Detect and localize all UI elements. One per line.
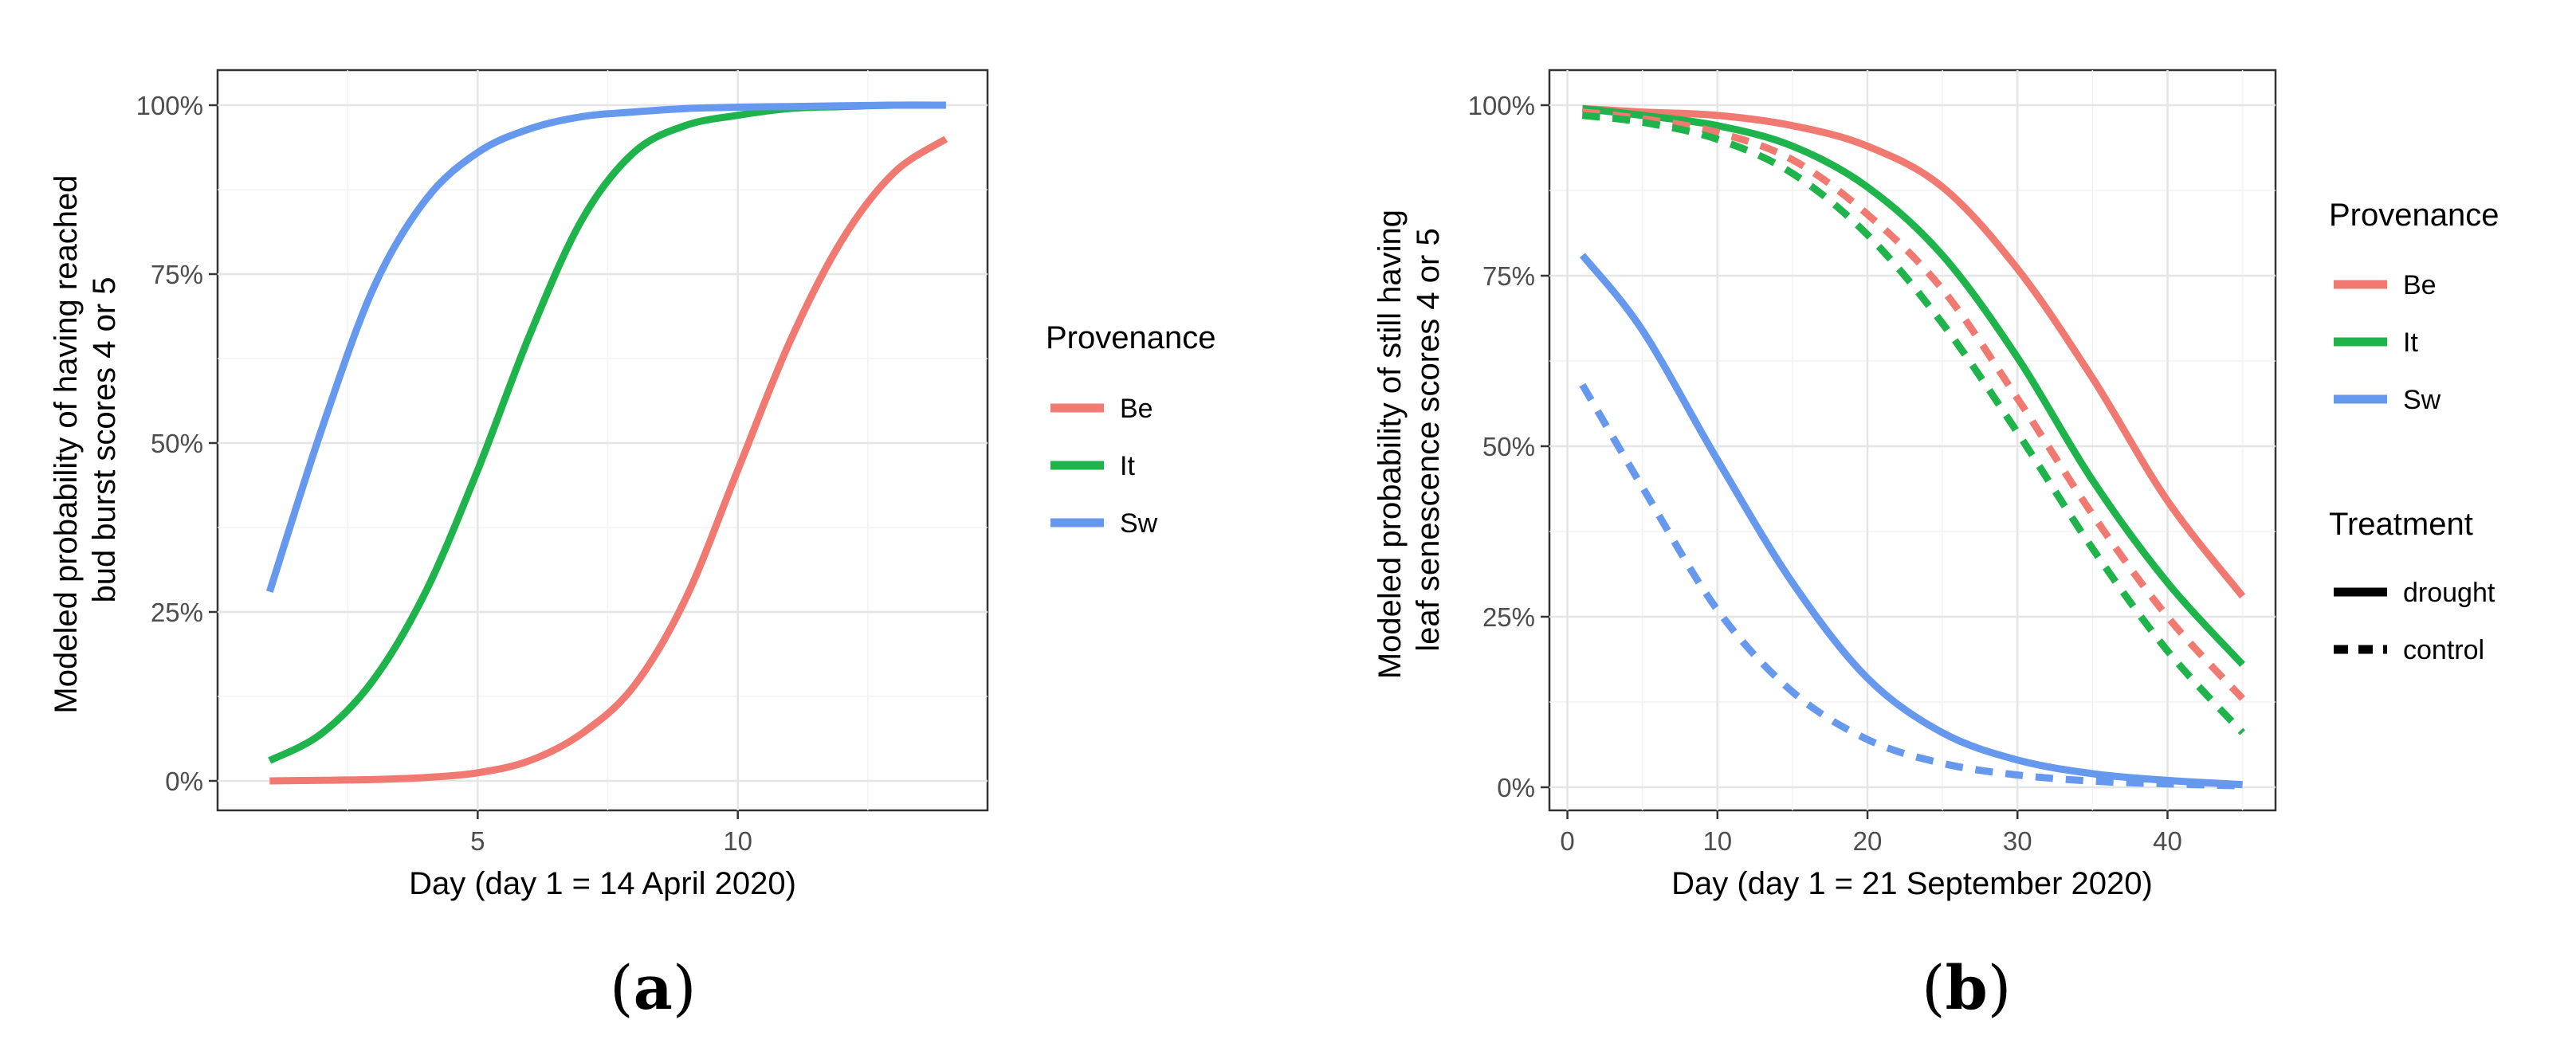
panel-a-y-tick-label: 50%: [151, 429, 203, 458]
panel-b-y-axis-title: Modeled probability of still having leaf…: [1372, 201, 1446, 679]
panel-b: 0 10 20 30 40 0% 25% 50% 75% 100% Day (day 1 = 21…: [1372, 70, 2499, 901]
panel-a-legend-label-sw: Sw: [1120, 508, 1158, 539]
panel-a-label-open: (: [610, 952, 634, 1023]
panel-a-x-tick-label: 5: [470, 826, 485, 856]
panel-b-legend2-label-control: control: [2403, 635, 2484, 665]
panel-b-x-tick-label: 0: [1560, 826, 1574, 856]
panel-a-legend-label-be: Be: [1120, 394, 1153, 424]
panel-b-legend-label-be: Be: [2403, 270, 2437, 300]
panel-a-x-axis-title: Day (day 1 = 14 April 2020): [409, 866, 796, 901]
panel-b-y-axis-title-line1: Modeled probability of still having: [1372, 210, 1408, 679]
panel-b-x-tick-label: 40: [2153, 826, 2182, 856]
panel-b-y-tick-label: 100%: [1468, 91, 1535, 120]
panel-a-y-tick-label: 25%: [151, 598, 203, 627]
panel-b-label-open: (: [1922, 952, 1946, 1023]
panel-b-y-tick-label: 75%: [1482, 261, 1535, 291]
panel-a-y-tick-label: 100%: [136, 91, 203, 120]
panel-b-y-axis-title-line2: leaf senescence scores 4 or 5: [1411, 228, 1446, 651]
panel-b-x-tick-label: 20: [1853, 826, 1883, 856]
panel-b-y-tick-label: 25%: [1482, 602, 1535, 632]
panel-a-legend-title: Provenance: [1046, 320, 1215, 355]
panel-b-legend2-title: Treatment: [2329, 507, 2473, 542]
panel-b-legend-label-sw: Sw: [2403, 385, 2441, 415]
panel-b-legend-label-it: It: [2403, 327, 2418, 358]
panel-a-legend-label-it: It: [1120, 451, 1135, 481]
panel-b-legend2-label-drought: drought: [2403, 578, 2496, 608]
panel-a-plot-area: [218, 70, 988, 810]
panel-a-y-tick-label: 75%: [151, 260, 203, 289]
panel-a: 5 100%25%50%75%100% Day (day 1 = 14 April…: [49, 70, 1215, 901]
panel-a-y-axis-title-line1: Modeled probability of having reached: [49, 175, 84, 714]
panel-a-label-letter: a: [634, 952, 673, 1023]
panel-a-legend: Provenance Be It Sw: [1046, 320, 1215, 539]
panel-a-y-axis-title-line2: bud burst scores 4 or 5: [87, 276, 122, 602]
panel-b-x-axis-title: Day (day 1 = 21 September 2020): [1671, 866, 2153, 901]
panel-b-legend-title: Provenance: [2329, 198, 2499, 233]
panel-a-label-close: ): [673, 952, 697, 1023]
panel-b-y-tick-label: 50%: [1482, 432, 1535, 461]
panel-a-y-tick-label: 0%: [165, 767, 203, 796]
panel-b-legend: Provenance Be It Sw Treatment drought co…: [2329, 198, 2499, 665]
panel-b-label: (b): [1922, 952, 2011, 1023]
panel-b-label-letter: b: [1946, 952, 1988, 1023]
panel-a-label: (a): [610, 952, 697, 1023]
panel-b-x-tick-label: 30: [2003, 826, 2032, 856]
panel-a-y-axis-title: Modeled probability of having reached bu…: [49, 166, 122, 713]
figure: 5 100%25%50%75%100% Day (day 1 = 14 April…: [0, 0, 2576, 1055]
panel-b-y-tick-label: 0%: [1497, 773, 1535, 802]
panel-b-label-close: ): [1988, 952, 2012, 1023]
panel-a-x-tick-label: 10: [723, 826, 752, 856]
panel-b-x-tick-label: 10: [1702, 826, 1732, 856]
